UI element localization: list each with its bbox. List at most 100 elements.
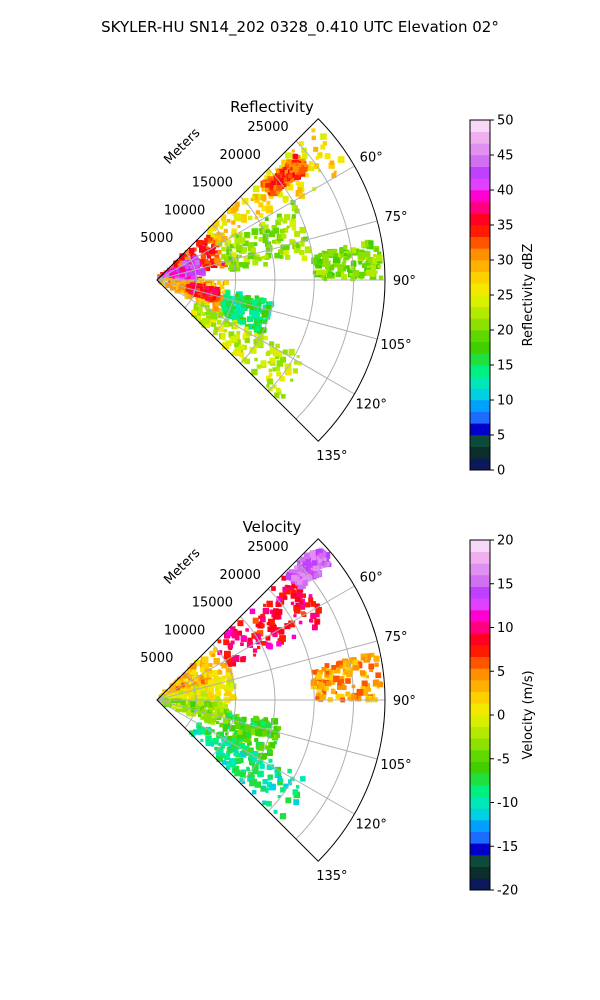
data-cell-south-tail: [281, 394, 286, 399]
data-cell-south-tail: [211, 321, 217, 327]
data-cell-north-band: [255, 210, 260, 215]
data-cell-south-tail: [234, 342, 239, 348]
data-cell-north-red: [288, 174, 293, 179]
data-cell-south-tail: [280, 356, 287, 363]
data-cell-north-band: [226, 219, 231, 223]
data-cell-north-near: [217, 670, 223, 675]
data-cell-north-far: [223, 639, 229, 646]
data-cell-north-far: [304, 602, 311, 608]
data-cell-south-tail: [269, 357, 276, 364]
data-cell-south-mid: [247, 740, 252, 746]
data-cell-mid-green: [271, 239, 276, 244]
data-cell-mid-green: [232, 243, 236, 247]
data-cell-south-mid: [222, 718, 229, 724]
data-cell-north-edge: [313, 572, 320, 579]
data-cell-purple-core: [198, 268, 206, 276]
data-cell-east-echo: [315, 669, 319, 673]
data-cell-north-red: [285, 163, 290, 168]
data-cell-center: [208, 695, 213, 699]
data-cell-center: [223, 692, 228, 696]
data-cell-south-core: [219, 284, 225, 290]
data-cell-south-near: [211, 717, 217, 723]
data-cell-north-near: [195, 683, 201, 689]
data-cell-north-band: [258, 213, 264, 218]
data-cell-mid-green: [278, 234, 283, 240]
azimuth-gridline-120°: [156, 279, 355, 395]
data-cell-mid-green: [276, 213, 282, 219]
data-cell-south-mid: [266, 722, 273, 729]
data-cell-east-echo: [339, 676, 343, 680]
data-cell-north-red: [292, 167, 298, 173]
data-cell-north-edge: [297, 566, 304, 572]
data-cell-south-green: [256, 301, 262, 307]
data-cell-east-echo: [361, 680, 368, 687]
data-cell-north-band: [287, 184, 294, 191]
colorbar-tick-label: 0: [497, 464, 505, 479]
data-cell-center: [218, 680, 222, 684]
data-cell-north-band: [302, 153, 308, 159]
data-cell-north-red: [299, 158, 304, 163]
reflectivity-panel: Reflectivity 60° 75° 90° 105° 120° 135° 5000 10…: [140, 98, 536, 479]
data-cell-east-echo: [334, 667, 341, 674]
data-cell-center: [212, 694, 216, 698]
data-cell-north-near: [204, 679, 208, 684]
colorbar-segment: [470, 306, 490, 319]
data-cell-north-band: [260, 194, 267, 201]
data-cell-east-echo: [315, 685, 319, 689]
data-cell-north-far: [252, 648, 258, 653]
data-cell-north-band: [254, 197, 260, 203]
data-cell-mid-green: [279, 228, 285, 234]
data-cell-south-core: [179, 281, 185, 286]
colorbar-tick-label: 40: [497, 184, 514, 199]
colorbar-segment: [470, 155, 490, 167]
data-cell-south-tail: [297, 361, 302, 366]
data-cell-center: [179, 693, 184, 698]
data-cell-south-tail: [256, 364, 262, 369]
data-cell-south-far: [232, 747, 237, 753]
data-cell-east-echo: [330, 689, 336, 695]
data-cell-south-tail: [214, 326, 218, 331]
colorbar-tick-label: 0: [497, 709, 505, 724]
data-cell-north-near: [176, 680, 182, 686]
data-cell-east-echo: [344, 660, 352, 668]
data-cell-north-band: [311, 128, 316, 133]
data-cell-north-band: [301, 157, 306, 162]
range-tick-label: 20000: [220, 148, 261, 163]
data-cell-near-core: [208, 247, 216, 255]
data-cell-mid-green: [238, 262, 244, 268]
data-cell-south-tail: [228, 331, 235, 338]
data-cell-north-edge: [318, 552, 324, 558]
data-cell-south-far: [260, 785, 267, 792]
data-cell-south-far: [252, 769, 258, 775]
colorbar-segment: [470, 190, 490, 202]
data-cell-north-band: [252, 194, 259, 200]
data-cell-mid-green: [228, 266, 232, 271]
data-cell-mid-green: [238, 236, 246, 244]
data-cell-east-echo: [326, 272, 332, 279]
data-cell-mid-green: [291, 226, 297, 231]
data-cell-south-near: [200, 716, 204, 720]
colorbar-segment: [470, 563, 490, 576]
azimuth-gridline-120°: [156, 699, 355, 815]
data-cell-north-edge: [319, 566, 323, 570]
data-cell-near-core: [205, 246, 209, 250]
data-cell-purple-core: [188, 264, 193, 269]
data-cell-south-tail: [193, 303, 200, 309]
data-cell-south-tail: [274, 392, 280, 398]
data-cell-south-far: [218, 748, 223, 753]
colorbar-segment: [470, 330, 490, 342]
data-cell-south-tail: [216, 319, 222, 325]
data-cell-north-red: [297, 160, 302, 165]
colorbar-tick-label: 20: [497, 534, 514, 549]
data-cell-south-mid: [224, 722, 231, 728]
data-cell-north-band: [320, 144, 326, 150]
data-cell-south-far: [293, 799, 300, 805]
data-cell-south-far: [259, 763, 265, 769]
data-cell-mid-green: [258, 228, 263, 232]
data-cell-south-mid: [263, 717, 268, 722]
colorbar-tick-label: 5: [497, 429, 505, 444]
colorbar-tick-label: 5: [497, 665, 505, 680]
data-cell-south-green: [252, 312, 259, 319]
data-cell-south-green: [254, 320, 258, 324]
data-cell-south-mid: [265, 745, 270, 750]
